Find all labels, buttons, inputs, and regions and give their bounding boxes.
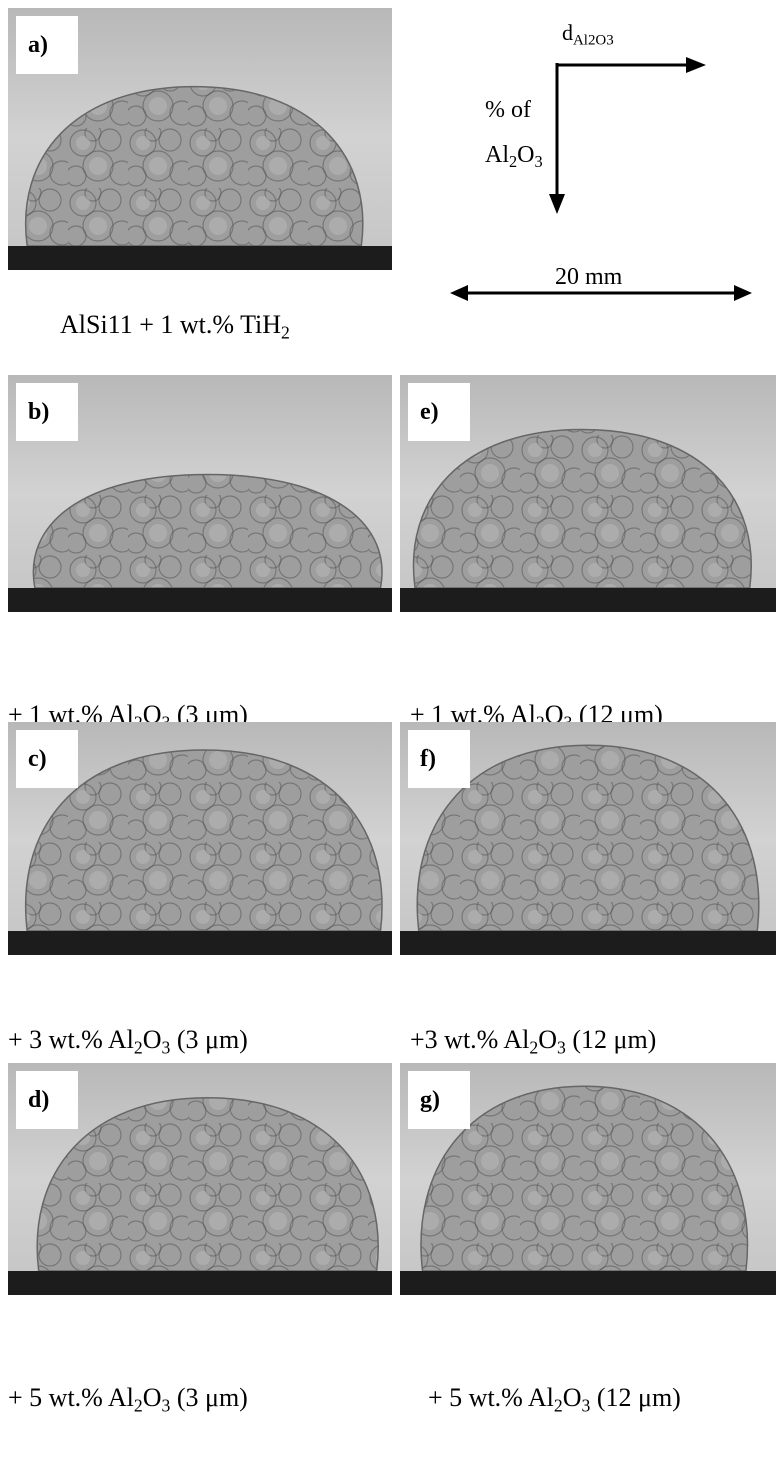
panel-label: b) [16,383,78,441]
foam-image: f) [400,722,776,955]
panel-label: c) [16,730,78,788]
text-run: + 5 wt.% Al [8,1383,134,1412]
text-run: (3 μm) [170,1383,247,1412]
text-run: O [538,1025,557,1054]
subscript: 2 [554,1395,563,1415]
foam-image: d) [8,1063,392,1295]
subscript: 2 [134,1037,143,1057]
subscript: 3 [557,1037,566,1057]
panel-label: d) [16,1071,78,1129]
panel-label: g) [408,1071,470,1129]
panel-caption: + 3 wt.% Al2O3 (3 μm) [8,1022,248,1058]
text-run: (12 μm) [566,1025,656,1054]
panel-caption: + 5 wt.% Al2O3 (12 μm) [428,1380,681,1416]
panel-caption: + 5 wt.% Al2O3 (3 μm) [8,1380,248,1416]
panel-caption: +3 wt.% Al2O3 (12 μm) [410,1022,656,1058]
foam-image: a) [8,8,392,270]
text-run: (3 μm) [170,1025,247,1054]
panel-label: f) [408,730,470,788]
subscript: 2 [134,1395,143,1415]
text-run: (12 μm) [590,1383,680,1412]
text-run: + 5 wt.% Al [428,1383,554,1412]
text-run: AlSi11 + 1 wt.% TiH [60,310,281,339]
text-run: + 3 wt.% Al [8,1025,134,1054]
figure: dAl2O3 % of Al2O3 20 mm a)AlSi11 + 1 wt.… [0,0,776,1461]
text-run: +3 wt.% Al [410,1025,529,1054]
subscript: 2 [281,322,290,342]
text-run: O [143,1383,162,1412]
text-run: O [143,1025,162,1054]
foam-image: c) [8,722,392,955]
foam-image: e) [400,375,776,612]
foam-image: b) [8,375,392,612]
text-run: O [563,1383,582,1412]
panel-label: a) [16,16,78,74]
panel-caption: AlSi11 + 1 wt.% TiH2 [60,307,290,343]
subscript: 2 [529,1037,538,1057]
foam-image: g) [400,1063,776,1295]
panel-label: e) [408,383,470,441]
